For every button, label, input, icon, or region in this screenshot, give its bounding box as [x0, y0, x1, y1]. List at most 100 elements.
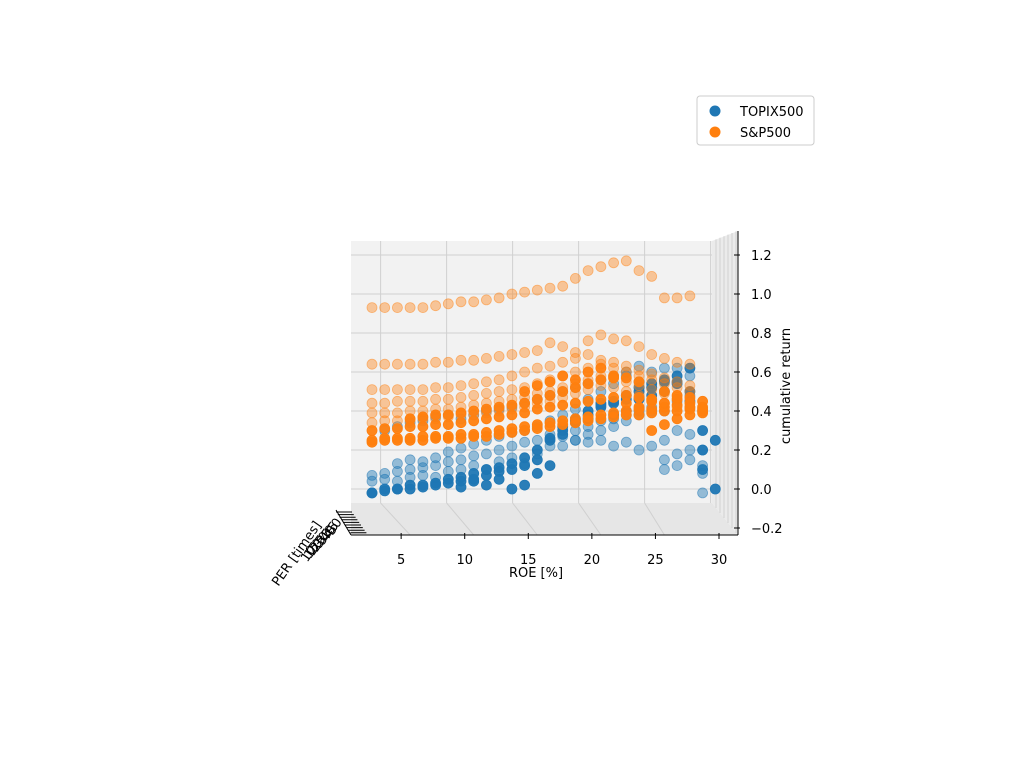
data-point-sp500 — [671, 356, 683, 368]
data-point-topix500 — [417, 469, 429, 481]
data-point-sp500 — [417, 395, 429, 407]
data-point-sp500 — [506, 370, 518, 382]
data-point-topix500 — [684, 362, 696, 374]
data-point-sp500 — [531, 378, 543, 390]
data-point-sp500 — [366, 397, 378, 409]
data-point-sp500 — [531, 284, 543, 296]
data-point-sp500 — [468, 409, 480, 421]
data-point-sp500 — [608, 333, 619, 345]
data-point-topix500 — [366, 487, 378, 499]
data-point-sp500 — [582, 349, 594, 360]
data-point-topix500 — [557, 440, 569, 452]
data-point-topix500 — [697, 444, 708, 456]
data-point-topix500 — [391, 475, 403, 487]
legend: TOPIX500 S&P500 — [696, 95, 815, 146]
x-tick-label: 10 — [456, 553, 473, 568]
x-tick-label: 5 — [397, 553, 405, 568]
data-point-sp500 — [608, 257, 619, 269]
data-point-sp500 — [442, 411, 454, 423]
data-point-sp500 — [531, 393, 543, 405]
data-point-topix500 — [506, 452, 518, 464]
data-point-topix500 — [608, 421, 619, 433]
data-point-sp500 — [366, 425, 378, 436]
data-point-sp500 — [659, 419, 670, 431]
data-point-sp500 — [391, 432, 403, 444]
data-point-sp500 — [430, 413, 442, 425]
data-point-sp500 — [455, 401, 467, 413]
data-point-sp500 — [671, 401, 683, 413]
data-point-topix500 — [430, 460, 442, 472]
data-point-topix500 — [391, 483, 403, 495]
data-point-sp500 — [455, 354, 467, 366]
data-point-sp500 — [595, 329, 607, 341]
data-point-topix500 — [404, 454, 416, 466]
data-point-sp500 — [519, 286, 530, 298]
z-tick-label: 0.6 — [751, 366, 772, 381]
data-point-sp500 — [404, 384, 416, 396]
data-point-sp500 — [570, 397, 581, 409]
data-point-sp500 — [646, 270, 658, 282]
data-point-topix500 — [442, 473, 454, 485]
data-point-sp500 — [417, 302, 429, 314]
data-point-topix500 — [671, 370, 683, 382]
data-point-sp500 — [684, 358, 696, 370]
data-point-sp500 — [493, 405, 505, 417]
data-point-topix500 — [608, 440, 619, 452]
data-point-sp500 — [480, 376, 492, 388]
data-point-sp500 — [595, 354, 607, 366]
data-point-sp500 — [608, 391, 619, 403]
data-point-sp500 — [366, 407, 378, 419]
data-point-topix500 — [379, 467, 391, 479]
data-point-sp500 — [506, 423, 518, 435]
data-point-topix500 — [671, 425, 683, 436]
data-point-topix500 — [595, 434, 607, 446]
data-point-topix500 — [697, 460, 708, 472]
data-point-sp500 — [519, 421, 530, 433]
data-point-sp500 — [391, 415, 403, 427]
data-point-sp500 — [480, 426, 492, 438]
data-point-sp500 — [544, 282, 556, 294]
data-point-sp500 — [493, 386, 505, 397]
data-point-sp500 — [557, 399, 569, 411]
data-point-sp500 — [531, 362, 543, 374]
tick-labels: 5 10 15 20 25 30−0.20.00.20.40.60.81.01.21015… — [298, 249, 782, 568]
data-point-sp500 — [659, 397, 670, 409]
data-point-topix500 — [709, 483, 721, 495]
floor-grid-line — [512, 502, 538, 536]
data-point-topix500 — [582, 436, 594, 448]
data-point-sp500 — [544, 386, 556, 397]
grid-lines — [351, 231, 737, 536]
data-point-sp500 — [582, 374, 594, 386]
data-point-sp500 — [582, 366, 594, 378]
data-point-sp500 — [671, 292, 683, 304]
data-point-topix500 — [519, 436, 530, 448]
data-point-sp500 — [506, 393, 518, 405]
data-point-sp500 — [595, 374, 607, 386]
data-point-topix500 — [404, 479, 416, 491]
data-point-sp500 — [442, 393, 454, 405]
data-point-sp500 — [493, 292, 505, 304]
data-point-topix500 — [379, 473, 391, 485]
z-tick-label: 0.2 — [751, 444, 772, 459]
data-point-sp500 — [493, 395, 505, 407]
data-point-sp500 — [620, 397, 632, 409]
data-point-topix500 — [709, 434, 721, 446]
data-point-sp500 — [595, 362, 607, 374]
data-point-sp500 — [608, 407, 619, 419]
data-point-sp500 — [570, 272, 581, 284]
data-point-sp500 — [391, 358, 403, 370]
data-point-sp500 — [595, 409, 607, 421]
data-point-sp500 — [379, 302, 391, 314]
legend-label-sp500: S&P500 — [740, 126, 791, 141]
data-point-sp500 — [544, 401, 556, 413]
data-point-sp500 — [430, 300, 442, 312]
data-point-sp500 — [468, 428, 480, 440]
data-point-sp500 — [633, 341, 645, 353]
data-point-topix500 — [620, 436, 632, 448]
legend-frame — [696, 95, 815, 146]
data-point-topix500 — [570, 434, 581, 446]
data-point-sp500 — [620, 366, 632, 378]
floor-grid-line — [644, 502, 665, 536]
data-point-sp500 — [633, 265, 645, 277]
data-point-topix500 — [531, 467, 543, 479]
